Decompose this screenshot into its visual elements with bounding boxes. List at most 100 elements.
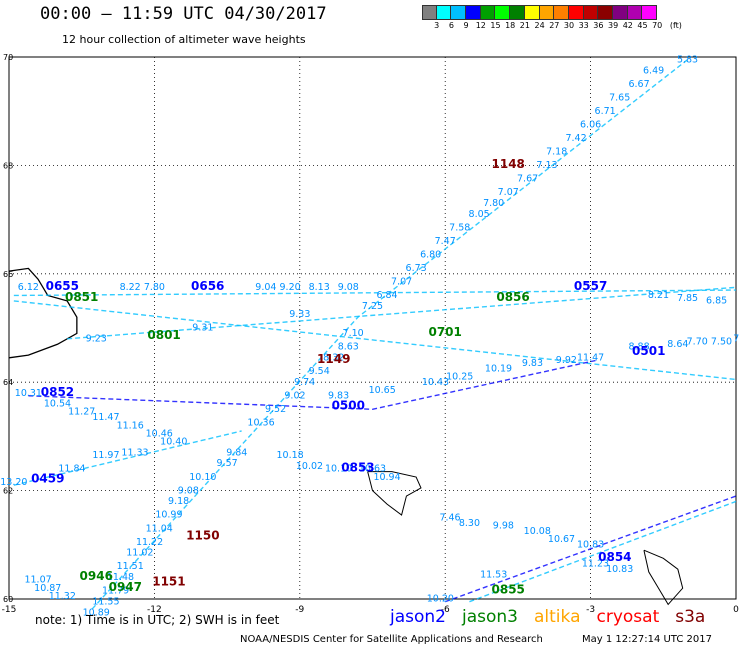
wave-height-value: 7.25 [362, 301, 383, 312]
x-tick-label: -6 [441, 605, 450, 615]
footer-note: note: 1) Time is in UTC; 2) SWH is in fe… [35, 613, 280, 627]
color-scale-label: 42 [622, 21, 633, 30]
wave-height-value: 6.73 [406, 263, 427, 274]
color-scale-label: 15 [490, 21, 501, 30]
wave-height-value: 11.02 [126, 548, 153, 559]
wave-height-values: 5.83 6.49 6.67 7.65 6.71 6.06 7.42 7.18 7.13 7.67… [0, 54, 740, 618]
color-swatch [510, 5, 525, 20]
pass-time-label: 0853 [341, 461, 374, 475]
map-frame [8, 56, 737, 600]
wave-height-value: 8.30 [459, 518, 480, 529]
y-tick-label: 68 [3, 161, 13, 170]
color-scale-label: 36 [593, 21, 604, 30]
wave-height-value: 9.08 [338, 282, 359, 293]
wave-height-value: 9.31 [192, 323, 213, 334]
wave-height-value: 11.47 [92, 412, 119, 423]
wave-height-value: 7.58 [449, 222, 470, 233]
legend-jason3: jason3 [462, 607, 518, 627]
color-scale-label: (ft) [669, 21, 682, 30]
wave-height-value: 6.84 [376, 290, 397, 301]
wave-height-value: 10.46 [146, 428, 173, 439]
wave-height-value: 6.85 [706, 296, 727, 307]
color-swatch [612, 5, 628, 20]
wave-height-value: 10.83 [577, 540, 604, 551]
wave-height-value: 7.50 [711, 336, 732, 347]
color-swatch [422, 5, 437, 20]
color-scale-label: 70 [652, 21, 663, 30]
wave-height-value: 9.02 [284, 390, 305, 401]
wave-height-value: 9.84 [226, 447, 247, 458]
coastline-shetland [643, 549, 684, 606]
wave-height-value: 7.70 [687, 336, 708, 347]
wave-height-value: 9.08 [178, 485, 199, 496]
wave-height-value: 11.04 [146, 523, 173, 534]
wave-height-value: 11.32 [49, 591, 76, 602]
coastlines [8, 267, 684, 606]
wave-height-value: 6.06 [580, 119, 601, 130]
wave-height-value: 11.23 [582, 558, 609, 569]
wave-height-value: 11.16 [117, 420, 144, 431]
wave-height-value: 11.22 [136, 537, 163, 548]
color-swatch [554, 5, 569, 20]
wave-height-value: 7.85 [677, 293, 698, 304]
color-swatch [627, 5, 643, 20]
color-swatch [539, 5, 555, 20]
color-scale-label: 3 [434, 21, 440, 30]
page-subtitle: 12 hour collection of altimeter wave hei… [62, 33, 306, 46]
pass-time-label: 0701 [428, 325, 461, 339]
map-grid [9, 57, 736, 599]
pass-time-label: 0854 [598, 550, 631, 564]
wave-height-value: 11.84 [58, 464, 85, 475]
wave-height-value: 10.99 [155, 510, 182, 521]
pass-time-label: 0946 [80, 569, 113, 583]
color-scale-label: 27 [549, 21, 560, 30]
wave-height-value: 8.64 [667, 339, 688, 350]
pass-time-label: 0500 [332, 398, 365, 412]
x-tick-label: 0 [733, 605, 739, 615]
x-tick-label: -9 [295, 605, 304, 615]
wave-height-value: 9.57 [217, 458, 238, 469]
wave-height-value: 9.23 [86, 334, 107, 345]
wave-height-value: 10.43 [422, 377, 449, 388]
wave-height-value: 11.07 [24, 575, 51, 586]
color-scale-label: 9 [463, 21, 469, 30]
wave-height-value: 11.79 [102, 586, 129, 597]
satellite-tracks [13, 59, 737, 611]
wave-height-value: 11.33 [121, 447, 148, 458]
pass-time-label: 0852 [41, 385, 74, 399]
wave-height-value: 9.52 [265, 404, 286, 415]
wave-height-value: 10.25 [446, 371, 473, 382]
pass-time-label: 1148 [492, 157, 525, 171]
wave-height-value: 9.83 [328, 390, 349, 401]
wave-height-value: 7.46 [439, 512, 460, 523]
pass-time-label: 0856 [496, 290, 529, 304]
wave-height-value: 7.80 [144, 282, 165, 293]
pass-time-label: 0801 [147, 328, 180, 342]
satellite-track [13, 300, 737, 381]
wave-height-value: 7.7 [733, 334, 740, 345]
color-scale-bar [422, 5, 657, 20]
wave-height-value: 8.05 [469, 209, 490, 220]
pass-time-labels: 0655 0656 0557 1148 0851 0856 0701 0801 0501 1149… [31, 157, 665, 596]
color-scale-label: 45 [637, 21, 648, 30]
wave-height-value: 9.04 [255, 282, 276, 293]
wave-height-value: 7.18 [546, 147, 567, 158]
wave-height-value: 8.32 [323, 353, 344, 364]
color-scale-label: 6 [448, 21, 454, 30]
wave-height-value: 10.20 [427, 594, 454, 605]
satellite-track [90, 59, 688, 611]
wave-height-value: 13.20 [0, 477, 27, 488]
wave-height-value: 10.02 [296, 461, 323, 472]
coastline-iceland [8, 267, 78, 359]
wave-height-value: 10.31 [15, 388, 42, 399]
color-scale-label: 24 [534, 21, 545, 30]
wave-height-value: 9.18 [168, 496, 189, 507]
wave-height-value: 9.54 [309, 366, 330, 377]
satellite-legend: jason2 jason3 altika cryosat s3a [390, 607, 721, 627]
wave-height-value: 10.18 [277, 450, 304, 461]
wave-height-value: 6.12 [18, 282, 39, 293]
wave-height-value: 10.89 [83, 607, 110, 618]
wave-height-value: 7.07 [498, 187, 519, 198]
wave-height-value: 9.74 [294, 377, 315, 388]
